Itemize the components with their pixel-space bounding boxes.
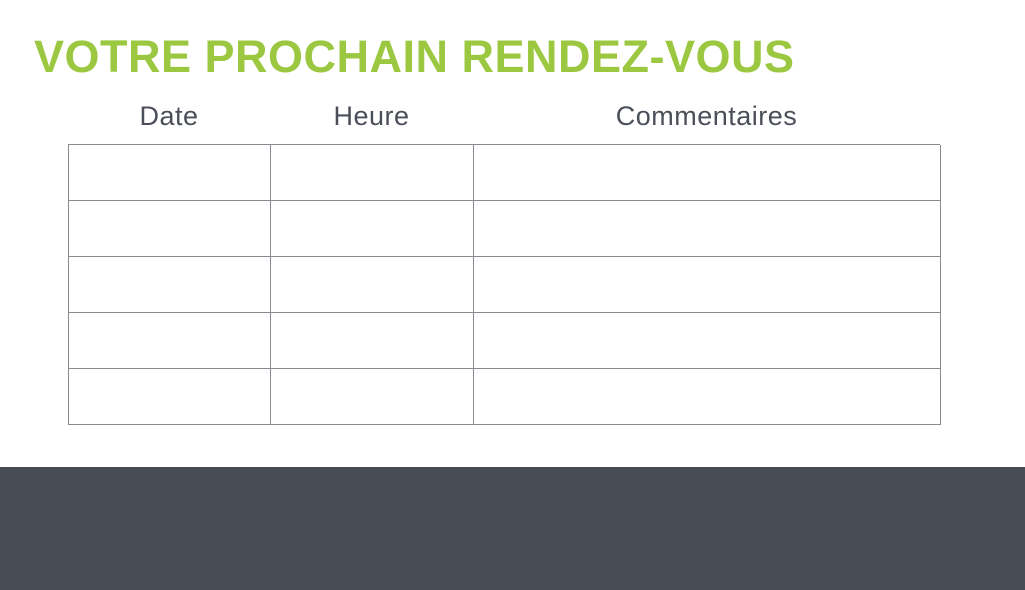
table-cell <box>271 313 474 369</box>
table-cell <box>271 369 474 425</box>
table-cell <box>474 313 941 369</box>
column-header-heure: Heure <box>333 101 410 131</box>
appointment-table <box>68 144 941 425</box>
table-cell <box>69 257 271 313</box>
column-header-commentaires: Commentaires <box>615 101 798 131</box>
table-cell <box>69 313 271 369</box>
table-cell <box>271 257 474 313</box>
table-cell <box>69 145 271 201</box>
footer-band <box>0 467 1025 590</box>
page-title: VOTRE PROCHAIN RENDEZ-VOUS <box>34 31 795 82</box>
table-cell <box>69 369 271 425</box>
table-cell <box>474 145 941 201</box>
table-header-row: Date Heure Commentaires <box>68 101 940 132</box>
table-cell <box>474 257 941 313</box>
column-header-date: Date <box>139 101 199 131</box>
table-cell <box>69 201 271 257</box>
table-cell <box>271 145 474 201</box>
table-cell <box>271 201 474 257</box>
table-cell <box>474 369 941 425</box>
table-cell <box>474 201 941 257</box>
